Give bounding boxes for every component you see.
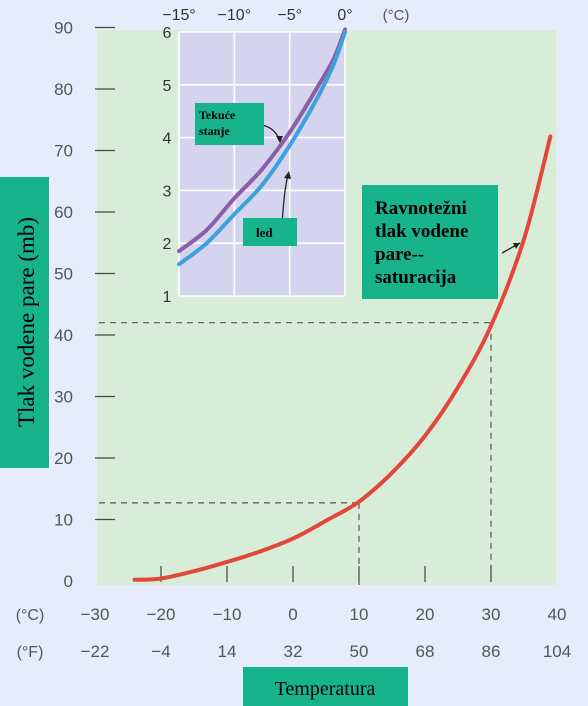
x-tick-label-c: −30 xyxy=(81,605,110,624)
inset-y-tick-label: 4 xyxy=(163,131,172,148)
y-tick-label: 90 xyxy=(54,19,73,38)
inset-liquid-arrowhead xyxy=(276,136,283,143)
x-tick-label-c: 20 xyxy=(416,605,435,624)
y-tick-label: 20 xyxy=(54,449,73,468)
inset-x-tick-label: 0° xyxy=(337,7,352,24)
y-axis-label: Tlak vodene pare (mb) xyxy=(14,217,39,427)
y-tick-label: 60 xyxy=(54,203,73,222)
curve-label-line: saturacija xyxy=(375,267,457,288)
x-tick-label-f: 14 xyxy=(218,642,237,661)
y-tick-label: 40 xyxy=(54,326,73,345)
inset-y-tick-label: 2 xyxy=(163,236,172,253)
curve-label-box xyxy=(362,185,498,299)
x-tick-label-f: 104 xyxy=(543,642,571,661)
x-axis-label: Temperatura xyxy=(275,678,376,700)
inset-plot-area xyxy=(179,32,345,296)
inset-x-unit: (°C) xyxy=(383,7,410,24)
y-tick-label: 80 xyxy=(54,80,73,99)
inset-liquid-label-box xyxy=(195,103,264,145)
inset-ice-arrowhead xyxy=(284,171,291,179)
curve-label-line: Ravnotežni xyxy=(375,198,467,219)
inset-y-tick-label: 5 xyxy=(163,78,172,95)
x-tick-label-c: −20 xyxy=(147,605,176,624)
inset-y-tick-label: 1 xyxy=(163,289,172,306)
x-unit-celsius: (°C) xyxy=(16,607,45,624)
x-tick-label-c: 10 xyxy=(350,605,369,624)
curve-label-line: pare-- xyxy=(375,244,424,265)
x-tick-label-f: −22 xyxy=(81,642,110,661)
inset-x-tick-label: −5° xyxy=(277,7,302,24)
x-tick-label-f: 68 xyxy=(416,642,435,661)
y-tick-label: 0 xyxy=(64,572,73,591)
x-tick-label-f: −4 xyxy=(151,642,170,661)
inset-liquid-label: stanje xyxy=(199,124,230,138)
x-unit-fahrenheit: (°F) xyxy=(17,644,44,661)
curve-label-arrowhead xyxy=(513,243,520,249)
inset-chart: −15° −10° −5° 0° (°C) 1 2 3 4 5 6 Tekuće stanje led xyxy=(162,7,409,306)
x-tick-label-c: −10 xyxy=(213,605,242,624)
x-tick-label-c: 30 xyxy=(482,605,501,624)
y-tick-label: 30 xyxy=(54,388,73,407)
y-tick-label: 50 xyxy=(54,265,73,284)
inset-x-tick-label: −15° xyxy=(162,7,196,24)
label-boxes: Tlak vodene pare (mb) Temperatura Ravnotež… xyxy=(0,177,498,706)
x-tick-label-f: 50 xyxy=(350,642,369,661)
saturation-curve xyxy=(132,134,553,582)
inset-y-tick-label: 3 xyxy=(163,183,172,200)
x-tick-label-f: 86 xyxy=(482,642,501,661)
inset-liquid-curve xyxy=(177,27,347,254)
x-tick-label-c: 0 xyxy=(288,605,297,624)
inset-x-tick-label: −10° xyxy=(218,7,252,24)
y-axis-label-box xyxy=(0,177,49,468)
inset-y-tick-label: 6 xyxy=(163,25,172,42)
x-tick-label-c: 40 xyxy=(548,605,567,624)
inset-ice-curve xyxy=(177,30,347,267)
y-tick-label: 10 xyxy=(54,511,73,530)
inset-ice-label-box xyxy=(243,218,297,246)
inset-ice-label: led xyxy=(256,225,273,240)
y-tick-label: 70 xyxy=(54,142,73,161)
inset-liquid-label: Tekuće xyxy=(199,108,236,122)
x-axis-label-box xyxy=(243,667,408,706)
x-tick-label-f: 32 xyxy=(284,642,303,661)
curve-label-line: tlak vodene xyxy=(375,221,468,242)
